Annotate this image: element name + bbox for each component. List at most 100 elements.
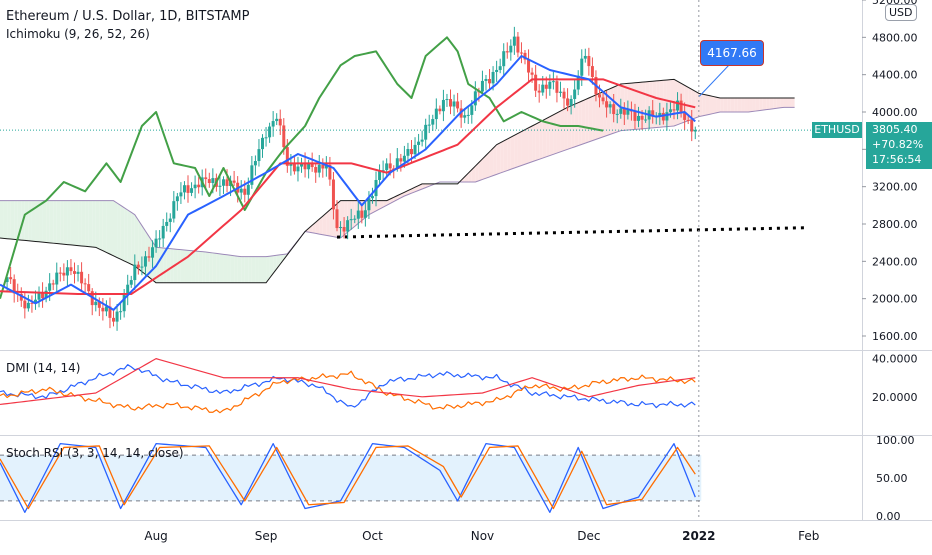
candle-body [498,66,502,70]
cloud-segment [556,111,561,154]
stoch-rsi-label: Stoch RSI (3, 3, 14, 14, close) [6,446,184,460]
candle-body [580,58,584,76]
candle-body [207,179,211,184]
cloud-segment [546,116,550,157]
cloud-segment [475,162,479,182]
cloud-segment [216,253,220,283]
cloud-segment [535,122,540,161]
candle-body [587,55,591,67]
cloud-segment [379,200,384,210]
cloud-segment [532,124,536,162]
cloud-segment [205,252,210,283]
cloud-segment [592,94,596,141]
candle-body [672,109,676,111]
candle-body [126,284,130,296]
candle-body [367,198,371,211]
candle-body [154,238,158,248]
currency-selector[interactable]: USD [885,4,917,21]
candle-body [661,112,665,121]
cloud-segment [354,200,359,227]
stoch-y-tick-label: 0.00 [876,510,901,523]
candle-body [225,179,229,186]
candle-body [537,90,541,93]
candle-body [484,78,488,81]
candle-body [190,188,194,193]
kijun-line [0,78,696,295]
candle-body [544,84,548,89]
cloud-segment [730,98,735,112]
candle-body [473,91,477,106]
candle-body [165,221,169,226]
cloud-segment [127,210,132,265]
cloud-segment [209,252,213,283]
cloud-segment [627,83,632,131]
price-callout[interactable]: 4167.66 [700,40,764,66]
candle-body [519,52,523,54]
candle-body [488,78,492,84]
cloud-segment [81,200,86,247]
candle-body [541,84,545,93]
y-tick-label: 4800.00 [872,31,918,44]
cloud-segment [53,200,57,244]
dmi-y-tick-label: 40.0000 [872,353,918,366]
candle-body [23,300,27,309]
candle-body [512,36,516,46]
cloud-segment [138,220,142,272]
cloud-segment [564,107,568,151]
support-line [336,226,806,239]
candle-body [438,108,442,112]
cloud-segment [716,97,721,113]
cloud-segment [159,247,164,283]
cloud-segment [340,200,345,238]
cloud-segment [482,155,486,180]
candle-body [679,100,683,112]
cloud-segment [567,105,572,150]
cloud-segment [638,82,643,130]
cloud-segment [273,255,277,274]
y-tick-label: 4400.00 [872,69,918,82]
candle-body [576,75,580,90]
cloud-segment [95,200,100,250]
candle-body [58,272,62,274]
candle-body [495,69,499,72]
price-change: +70.82% [872,138,924,151]
cloud-segment [755,98,760,112]
cloud-segment [578,101,582,146]
candle-body [97,301,101,308]
price-label: 3805.40 +70.82% 17:56:54 [866,122,932,169]
cloud-segment [613,85,618,134]
candle-body [275,118,279,122]
cloud-segment [581,99,586,145]
cloud-segment [329,206,334,237]
candle-body [19,293,23,301]
candle-body [147,256,151,258]
candle-body [55,272,59,285]
cloud-segment [517,131,522,167]
candle-body [378,171,382,180]
candle-body [158,238,162,240]
candle-body [491,71,495,84]
candle-body [651,110,655,117]
candle-body [41,292,45,299]
candle-body [463,115,467,118]
stoch-series [0,442,696,514]
cloud-segment [230,255,235,283]
candle-body [693,129,697,132]
candle-body [285,147,289,166]
candle-body [562,91,566,99]
cloud-segment [510,135,515,170]
cloud-segment [255,256,259,283]
candle-body [193,184,197,189]
cloud-segment [39,200,43,243]
candle-body [292,162,296,172]
candle-body [622,108,626,115]
candle-body [51,283,55,285]
cloud-segment [251,256,256,283]
cloud-segment [702,94,706,116]
candle-body [399,158,403,162]
cloud-segment [752,98,756,112]
cloud-segment [166,248,171,283]
candle-body [370,196,374,199]
